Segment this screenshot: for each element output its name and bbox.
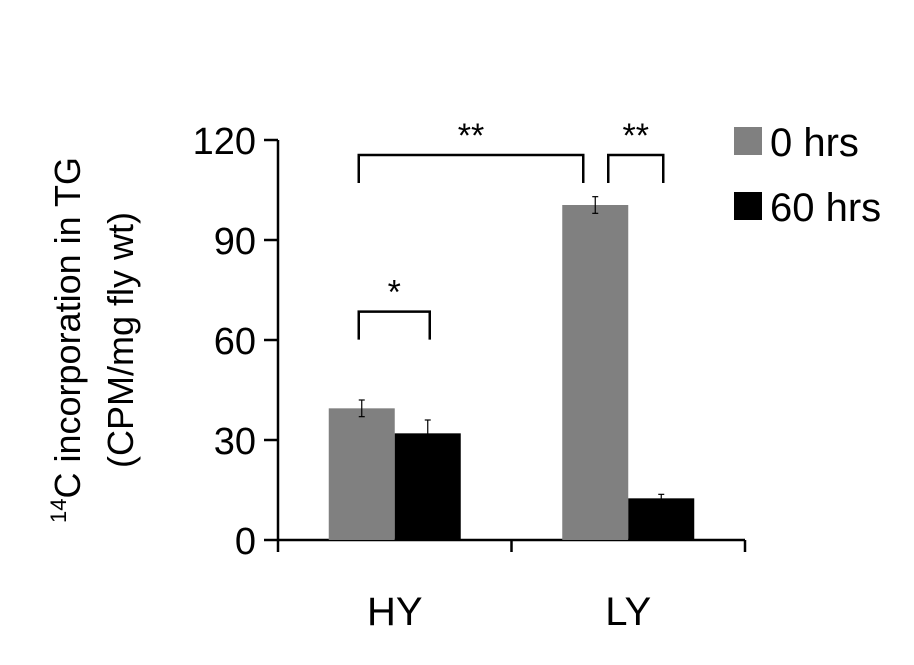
y-axis-label: 14C incorporation in TG (CPM/mg fly wt) bbox=[46, 157, 141, 523]
significance-label-2: ** bbox=[623, 117, 649, 155]
y-tick-label-60: 60 bbox=[214, 321, 256, 363]
legend-label-60-hrs: 60 hrs bbox=[770, 186, 881, 230]
legend: 0 hrs 60 hrs bbox=[734, 121, 881, 230]
bars bbox=[328, 205, 695, 540]
bar-hy-60-hrs bbox=[394, 433, 461, 540]
y-axis-label-superscript: 14 bbox=[46, 499, 71, 523]
y-tick-label-120: 120 bbox=[193, 121, 256, 163]
svg-text:14C incorporation in TG: 14C incorporation in TG bbox=[46, 157, 88, 523]
significance-bracket-0 bbox=[357, 310, 431, 340]
bar-ly-0-hrs bbox=[562, 205, 629, 540]
legend-swatch-60-hrs bbox=[734, 192, 762, 220]
y-tick-label-30: 30 bbox=[214, 421, 256, 463]
significance-brackets: *** ** bbox=[357, 117, 665, 340]
y-tick-label-0: 0 bbox=[235, 521, 256, 563]
error-bars bbox=[358, 196, 665, 503]
legend-label-0-hrs: 0 hrs bbox=[770, 121, 859, 165]
bar-hy-0-hrs bbox=[328, 408, 395, 540]
x-tick-label-hy: HY bbox=[367, 590, 423, 634]
significance-label-0: * bbox=[388, 274, 401, 312]
y-axis-label-line2: (CPM/mg fly wt) bbox=[100, 212, 141, 468]
y-axis-label-line1: C incorporation in TG bbox=[47, 157, 88, 499]
significance-bracket-1 bbox=[357, 153, 585, 183]
x-tick-label-ly: LY bbox=[605, 590, 651, 634]
bar-ly-60-hrs bbox=[628, 498, 695, 540]
significance-bracket-2 bbox=[607, 153, 665, 183]
legend-swatch-0-hrs bbox=[734, 127, 762, 155]
significance-label-1: ** bbox=[458, 117, 484, 155]
y-tick-label-90: 90 bbox=[214, 221, 256, 263]
axes: 0 30 60 90 120 HY LY bbox=[193, 121, 747, 634]
